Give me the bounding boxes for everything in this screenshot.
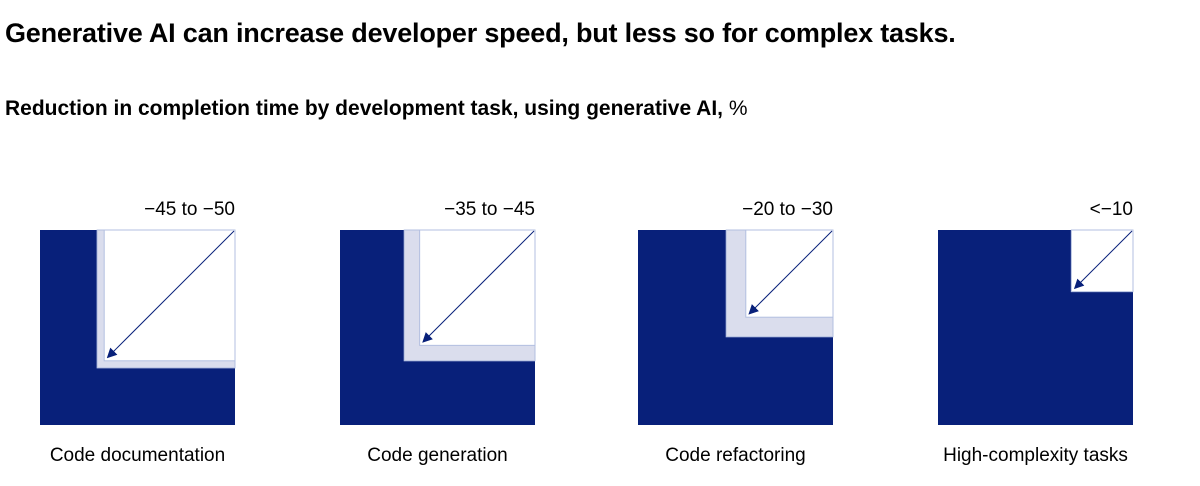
subtitle-unit: % [728,97,748,120]
value-label: −45 to −50 [144,199,235,220]
chart-subtitle: Reduction in completion time by developm… [5,97,748,121]
value-label: −20 to −30 [742,199,833,220]
category-label: Code generation [367,445,508,466]
reduction-arrow [422,230,535,343]
reduction-arrow [106,230,235,359]
reduction-arrow [1073,230,1133,290]
reduction-arrow [748,230,833,315]
category-label: Code documentation [50,445,225,466]
value-label: <−10 [1090,199,1133,220]
value-label: −35 to −45 [444,199,535,220]
subtitle-text: Reduction in completion time by developm… [5,97,724,120]
category-label: High-complexity tasks [943,445,1128,466]
category-label: Code refactoring [665,445,805,466]
chart-title: Generative AI can increase developer spe… [5,18,956,48]
